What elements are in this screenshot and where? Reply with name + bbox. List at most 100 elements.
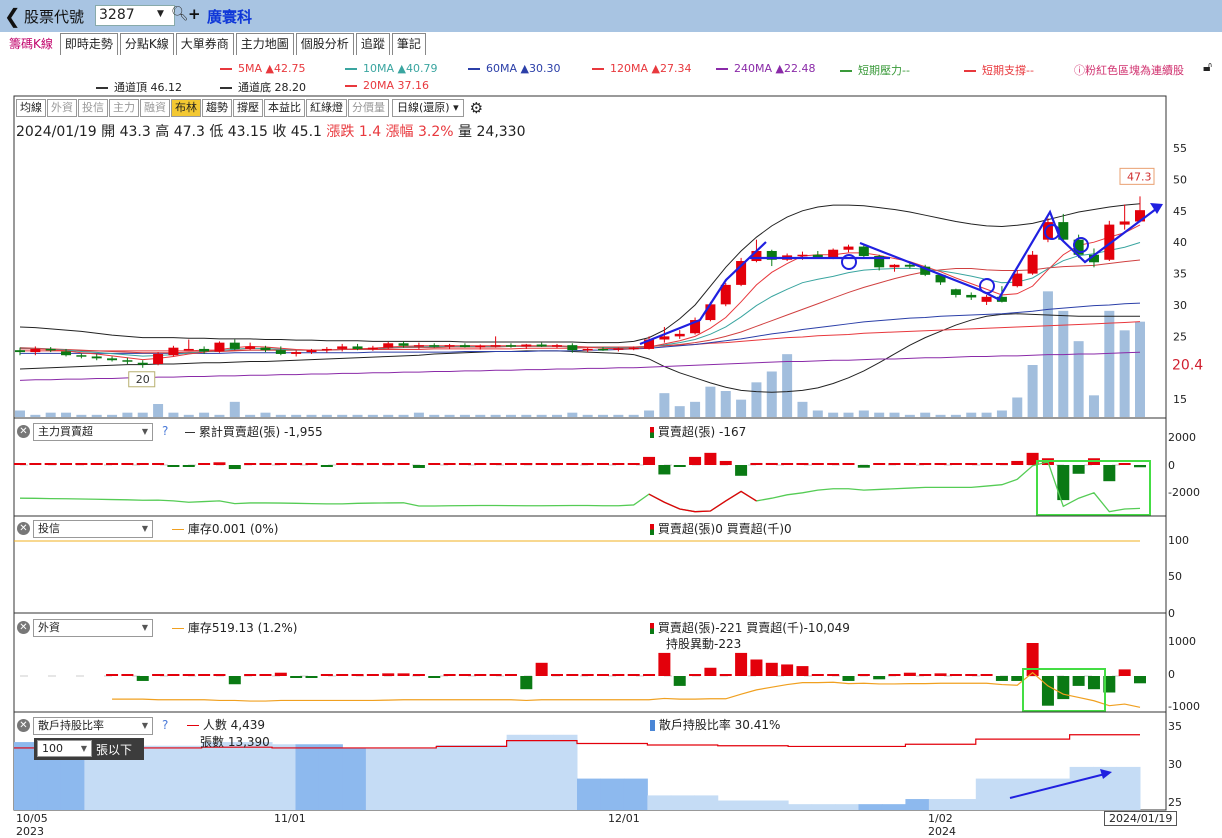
- main-force-select[interactable]: 主力買賣超 ▼: [33, 423, 153, 441]
- candle-body: [751, 250, 762, 262]
- volume-bar: [751, 382, 762, 417]
- foreign-bar: [1057, 676, 1070, 700]
- main-force-bar: [750, 462, 763, 465]
- toolbar-button[interactable]: 投信: [78, 99, 108, 117]
- volume-bar: [966, 412, 977, 417]
- trust-bar-label: 買賣超(張)0 買賣超(千)0: [650, 520, 792, 537]
- holders-ratio-bar: [389, 747, 414, 810]
- gear-icon[interactable]: ⚙: [469, 99, 484, 117]
- holders-ratio-label: 散戶持股比率 30.41%: [650, 716, 780, 733]
- tab-7[interactable]: 筆記: [391, 33, 426, 55]
- foreign-bar: [520, 676, 533, 690]
- main-force-bar: [336, 463, 349, 465]
- close-icon[interactable]: ✕: [17, 522, 30, 535]
- toolbar-button[interactable]: 融資: [140, 99, 170, 117]
- holders-ratio-bar: [248, 742, 273, 810]
- volume-bar: [828, 412, 839, 417]
- candle-body: [183, 348, 194, 351]
- main-force-bar: [919, 463, 932, 465]
- candle-body: [76, 355, 87, 357]
- volume-bar: [598, 414, 609, 417]
- price-tick: 35: [1173, 268, 1187, 281]
- foreign-select[interactable]: 外資 ▼: [33, 619, 153, 637]
- tab-0[interactable]: 籌碼K線: [4, 33, 58, 55]
- annotation-arrow: [1009, 773, 1106, 799]
- main-force-bar: [689, 456, 702, 465]
- volume-bar: [644, 410, 655, 417]
- tab-1[interactable]: 即時走勢: [59, 33, 118, 55]
- volume-bar: [935, 414, 946, 417]
- holders-ratio-bar: [131, 745, 156, 810]
- toolbar-button[interactable]: 布林: [171, 99, 201, 117]
- back-arrow-icon[interactable]: ❮: [4, 4, 21, 28]
- tab-3[interactable]: 大單券商: [175, 33, 234, 55]
- toolbar-button[interactable]: 均線: [16, 99, 46, 117]
- holders-tick: 25: [1168, 796, 1182, 809]
- close-icon[interactable]: ✕: [17, 621, 30, 634]
- holders-ratio-bar: [178, 745, 203, 810]
- close-icon[interactable]: ✕: [17, 719, 30, 732]
- foreign-bar: [1011, 676, 1024, 681]
- main-force-bar: [719, 460, 732, 465]
- candle-body: [736, 261, 747, 285]
- toolbar-button[interactable]: 主力: [109, 99, 139, 117]
- trust-tick: 100: [1168, 534, 1189, 547]
- toolbar-button[interactable]: 外資: [47, 99, 77, 117]
- volume-bar: [582, 414, 593, 417]
- holders-ratio-bar: [811, 804, 836, 810]
- holders-ratio-bar: [1093, 766, 1118, 810]
- ohlc-readout: 2024/01/19 開 43.3 高 47.3 低 43.15 收 45.1 …: [16, 121, 526, 141]
- volume-bar: [690, 401, 701, 417]
- main-force-bar: [811, 463, 824, 465]
- chevron-down-icon[interactable]: ▼: [157, 9, 164, 19]
- add-icon[interactable]: +: [188, 5, 201, 23]
- holders-ratio-bar: [952, 799, 977, 810]
- volume-value: 24,330: [476, 124, 526, 140]
- price-tick: 55: [1173, 142, 1187, 155]
- candle-body: [260, 347, 271, 351]
- tab-2[interactable]: 分點K線: [119, 33, 174, 55]
- candle-body: [536, 344, 547, 347]
- foreign-tick: 1000: [1168, 635, 1196, 648]
- main-force-bar: [735, 465, 748, 476]
- volume-bar: [950, 414, 961, 417]
- candle-body: [199, 348, 210, 352]
- volume-bar: [551, 414, 562, 417]
- stock-code-input[interactable]: 3287: [95, 5, 175, 26]
- channel-legend-item: 20MA 37.16: [345, 79, 429, 92]
- ma20-line: [19, 259, 1141, 354]
- ma-legend-item: 10MA ▲40.79: [345, 62, 437, 75]
- help-icon[interactable]: ?: [162, 718, 169, 732]
- main-force-bar: [934, 463, 947, 465]
- period-select[interactable]: 日線(還原) ▾: [392, 99, 464, 117]
- toolbar-button[interactable]: 本益比: [264, 99, 305, 117]
- candle-body: [306, 350, 317, 353]
- candle-body: [459, 345, 470, 348]
- main-force-bar: [14, 463, 26, 465]
- toolbar-button[interactable]: 分價量: [348, 99, 389, 117]
- price-tick: 30: [1173, 299, 1187, 312]
- trust-select[interactable]: 投信 ▼: [33, 520, 153, 538]
- search-icon[interactable]: 🔍︎: [171, 6, 189, 22]
- lock-icon[interactable]: 🔓︎: [1203, 59, 1213, 75]
- tab-6[interactable]: 追蹤: [355, 33, 390, 55]
- date-tick: 1/02: [928, 812, 953, 825]
- tab-5[interactable]: 個股分析: [295, 33, 354, 55]
- toolbar-button[interactable]: 紅綠燈: [306, 99, 347, 117]
- toolbar-button[interactable]: 撐壓: [233, 99, 263, 117]
- volume-bar: [168, 412, 179, 417]
- main-force-bar: [1072, 465, 1085, 474]
- volume-bar: [1119, 330, 1130, 417]
- close-icon[interactable]: ✕: [17, 425, 30, 438]
- holders-ratio-bar: [577, 778, 601, 810]
- main-force-bar: [673, 465, 686, 467]
- foreign-bar: [811, 674, 824, 676]
- chevron-down-icon: ▼: [141, 427, 148, 436]
- tab-4[interactable]: 主力地圖: [235, 33, 294, 55]
- lots-select[interactable]: 100 ▼: [37, 740, 92, 757]
- toolbar-button[interactable]: 趨勢: [202, 99, 232, 117]
- help-icon[interactable]: ?: [162, 424, 169, 438]
- holders-ratio-bar: [506, 734, 531, 810]
- holders-select[interactable]: 散戶持股比率 ▼: [33, 717, 153, 735]
